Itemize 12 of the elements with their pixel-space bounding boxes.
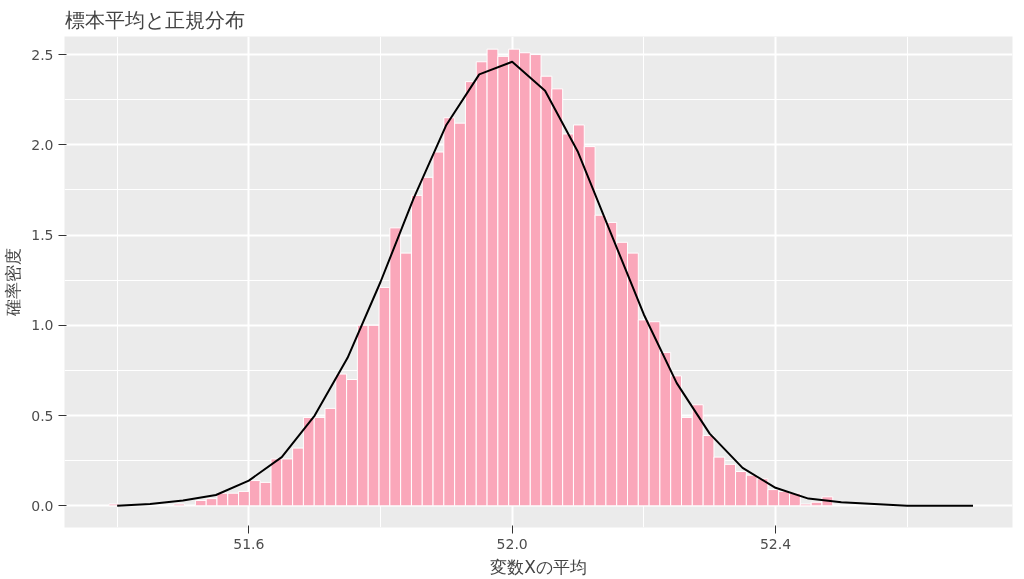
x-tick-label: 51.6 [233,535,265,552]
chart-title: 標本平均と正規分布 [64,7,245,32]
x-tick-label: 52.0 [496,535,528,552]
x-axis-title: 変数Xの平均 [490,556,587,577]
y-tick-label: 0.0 [31,497,54,514]
y-tick-label: 1.0 [31,317,54,334]
x-tick-label: 52.4 [759,535,792,552]
y-tick-label: 2.0 [31,136,54,153]
y-tick-label: 1.5 [31,227,54,244]
y-tick-label: 2.5 [31,46,54,63]
y-tick-label: 0.5 [31,407,54,424]
y-axis-title: 確率密度 [3,248,24,317]
